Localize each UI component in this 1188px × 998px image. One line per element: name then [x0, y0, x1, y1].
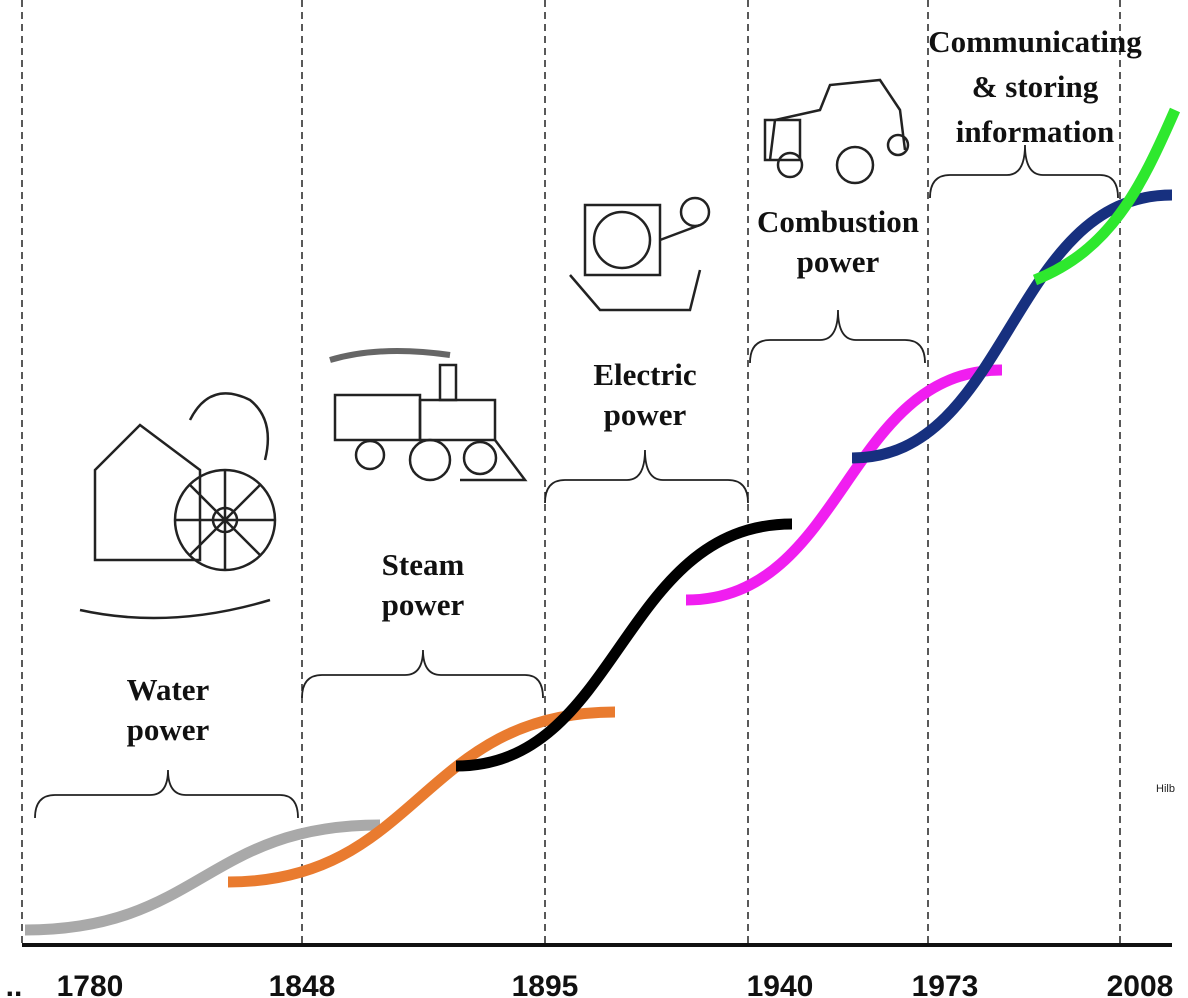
era-label-line: Communicating [928, 24, 1142, 59]
timeline-lead: .. [6, 970, 23, 998]
era-label-line: Electric [593, 357, 696, 392]
generator [569, 196, 711, 312]
year-label: 1895 [512, 970, 579, 998]
era-label: Water power [127, 672, 210, 747]
era-label-line: Water [127, 672, 210, 707]
brace [544, 449, 749, 504]
era-label-line: information [956, 114, 1114, 149]
credit: Hilb [1156, 783, 1175, 795]
next-curve [1032, 107, 1181, 286]
era-label-line: Steam [382, 547, 465, 582]
era-label-line: & storing [972, 69, 1099, 104]
era-label: Steam power [382, 547, 465, 622]
era-dividers [21, 0, 1121, 945]
era-label: Combustion power [757, 204, 919, 279]
info-curve [851, 189, 1173, 464]
steam-curve [227, 706, 616, 888]
timeline-labels: .. 1780 1848 1895 1940 1973 2008 [6, 970, 1174, 998]
era-labels: Water power Steam power Electric power Comb… [127, 24, 1143, 747]
era-label-line: power [604, 397, 687, 432]
brace [301, 649, 544, 699]
year-label: 2008 [1107, 970, 1174, 998]
era-label-line: Combustion [757, 204, 919, 239]
car [763, 78, 910, 185]
year-label: 1780 [57, 970, 124, 998]
era-label-line: power [127, 712, 210, 747]
braces [34, 144, 1119, 819]
water-curve [24, 819, 381, 936]
brace [749, 309, 926, 364]
year-label: 1940 [747, 970, 814, 998]
electric-curve [455, 518, 793, 772]
era-label: Electric power [593, 357, 696, 432]
combustion-curve [685, 364, 1003, 606]
illustrations [79, 78, 910, 620]
year-label: 1973 [912, 970, 979, 998]
locomotive [329, 348, 528, 482]
era-label: Communicating & storing information [928, 24, 1142, 149]
growth-curves [24, 107, 1181, 936]
era-label-line: power [797, 244, 880, 279]
brace [34, 769, 299, 819]
era-label-line: power [382, 587, 465, 622]
year-label: 1848 [269, 970, 336, 998]
water-mill [79, 392, 277, 620]
brace [929, 144, 1119, 199]
